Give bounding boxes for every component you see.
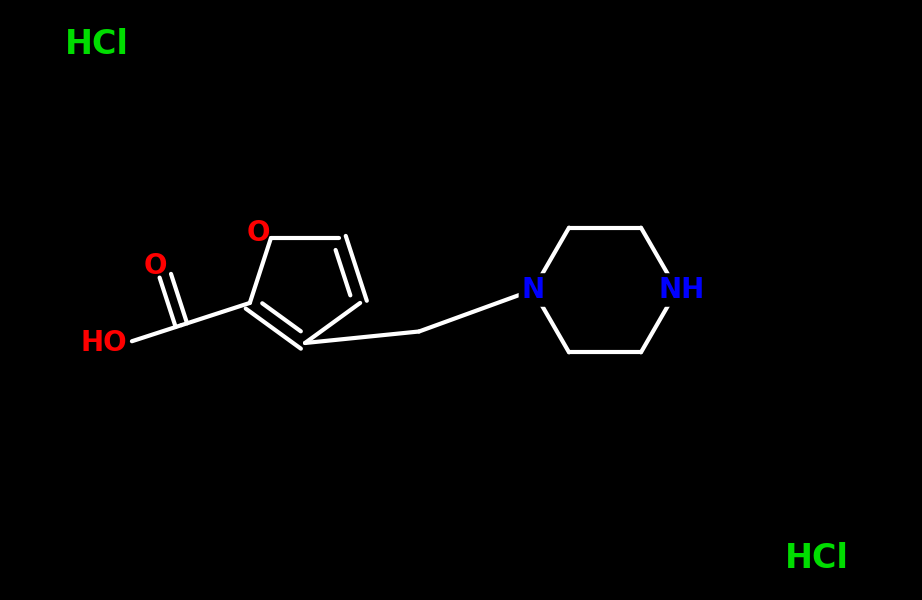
Text: O: O bbox=[246, 219, 269, 247]
Text: O: O bbox=[144, 252, 167, 280]
Text: HCl: HCl bbox=[65, 28, 129, 61]
Text: NH: NH bbox=[659, 276, 705, 304]
Text: N: N bbox=[522, 276, 545, 304]
Text: HCl: HCl bbox=[785, 541, 849, 575]
Text: HO: HO bbox=[80, 329, 127, 357]
